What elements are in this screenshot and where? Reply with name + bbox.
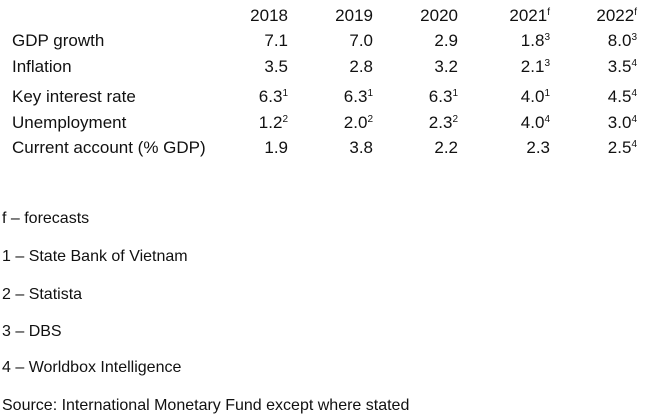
table-cell: 6.31	[343, 87, 373, 106]
table-row: Current account (% GDP) 1.9 3.8 2.2 2.3 …	[0, 135, 645, 161]
year-header: 2021f	[509, 6, 550, 25]
table-row: Unemployment 1.22 2.02 2.32 4.04 3.04	[0, 110, 645, 136]
table-cell: 2.2	[434, 138, 458, 157]
table-cell: 6.31	[428, 87, 458, 106]
row-label: Current account (% GDP)	[12, 138, 206, 157]
footnote-3: 3 – DBS	[2, 323, 62, 340]
table-cell: 3.5	[264, 57, 288, 76]
footnote-2: 2 – Statista	[2, 286, 83, 303]
table-row: GDP growth 7.1 7.0 2.9 1.83 8.03	[0, 28, 645, 54]
row-label: Inflation	[12, 57, 72, 76]
year-header: 2019	[335, 6, 373, 25]
table-cell: 2.9	[434, 31, 458, 50]
footnote-4: 4 – Worldbox Intelligence	[2, 359, 182, 376]
footnote-1: 1 – State Bank of Vietnam	[2, 248, 188, 265]
table-cell: 1.83	[520, 31, 550, 50]
table-cell: 3.04	[607, 113, 637, 132]
table-header-row: 2018 2019 2020 2021f 2022f	[0, 3, 645, 29]
table-cell: 8.03	[607, 31, 637, 50]
table-cell: 1.22	[258, 113, 288, 132]
row-label: Key interest rate	[12, 87, 136, 106]
table-cell: 4.04	[520, 113, 550, 132]
year-header: 2022f	[596, 6, 637, 25]
footnote-forecasts: f – forecasts	[2, 210, 90, 227]
table-cell: 4.01	[520, 87, 550, 106]
table-cell: 3.8	[349, 138, 373, 157]
table-cell: 2.54	[607, 138, 637, 157]
table-cell: 3.54	[607, 57, 637, 76]
year-header: 2020	[420, 6, 458, 25]
row-label: Unemployment	[12, 113, 127, 132]
table-cell: 2.02	[343, 113, 373, 132]
table-cell: 2.13	[520, 57, 550, 76]
table-cell: 2.8	[349, 57, 373, 76]
table-cell: 2.3	[526, 138, 550, 157]
table-cell: 2.32	[428, 113, 458, 132]
table-row: Key interest rate 6.31 6.31 6.31 4.01 4.…	[0, 84, 645, 110]
source-note: Source: International Monetary Fund exce…	[2, 397, 410, 414]
table-cell: 3.2	[434, 57, 458, 76]
row-label: GDP growth	[12, 31, 105, 50]
table-cell: 1.9	[264, 138, 288, 157]
table-cell: 6.31	[258, 87, 288, 106]
table-cell: 7.0	[349, 31, 373, 50]
table-row: Inflation 3.5 2.8 3.2 2.13 3.54	[0, 54, 645, 80]
year-header: 2018	[250, 6, 288, 25]
table-cell: 7.1	[264, 31, 288, 50]
table-cell: 4.54	[607, 87, 637, 106]
